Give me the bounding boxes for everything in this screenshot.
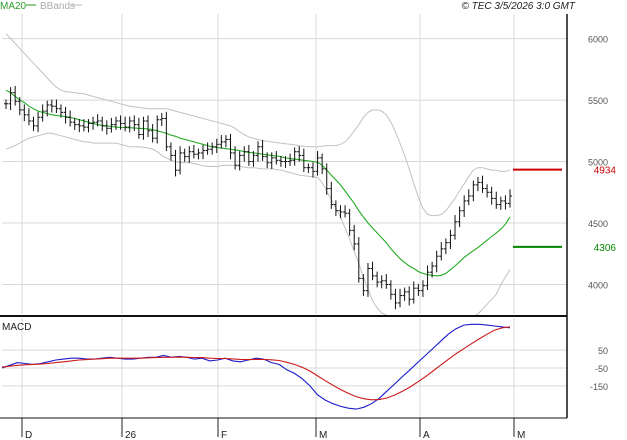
price-panel-marks (4, 33, 562, 317)
bbands-upper-line (5, 33, 511, 217)
macd-panel-marks (1, 323, 511, 410)
macd-y-tick-label: -50 (595, 364, 608, 374)
level-label-4306: 4306 (594, 243, 617, 254)
price-y-tick-label: 6000 (588, 35, 608, 45)
x-tick-label: A (423, 430, 430, 440)
macd-signal-line (1, 326, 511, 401)
price-y-tick-label: 5000 (588, 158, 608, 168)
price-y-tick-label: 4500 (588, 219, 608, 229)
x-tick-label: M (319, 430, 327, 440)
x-tick-label: D (25, 430, 32, 440)
macd-y-tick-label: -150 (590, 382, 608, 392)
legend-bbands-label: BBands (40, 1, 75, 12)
copyright: © TEC 3/5/2026 3:0 GMT (461, 1, 575, 12)
macd-y-tick-label: 50 (598, 346, 608, 356)
axes: 4000 4500 5000 5500 6000 50 -50 -150 D 26 F M A M 4934… (0, 14, 616, 440)
price-y-tick-label: 4000 (588, 280, 608, 290)
legend-ma20-label: MA20 (0, 1, 27, 12)
price-panel-background (2, 14, 567, 314)
x-tick-label: F (221, 430, 227, 440)
price-panel-grid (2, 14, 567, 314)
macd-title: MACD (2, 322, 31, 333)
price-y-tick-label: 5500 (588, 96, 608, 106)
x-tick-label: M (517, 430, 525, 440)
x-tick-label: 26 (125, 430, 137, 440)
level-label-4934: 4934 (594, 166, 617, 177)
